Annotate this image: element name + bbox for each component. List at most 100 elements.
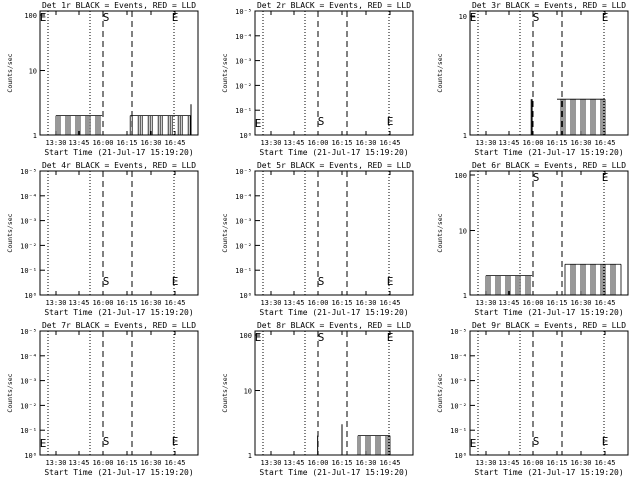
marker-label: E <box>387 275 394 288</box>
y-tick-label: 10⁰ <box>454 452 467 460</box>
x-tick-label: 16:30 <box>570 459 591 467</box>
marker-label: S <box>103 275 110 288</box>
x-tick-label: 13:45 <box>498 299 519 307</box>
plot-frame <box>254 10 414 136</box>
y-tick-label: 10⁻⁴ <box>20 193 37 201</box>
y-tick-label: 10⁻³ <box>20 378 37 386</box>
y-axis-label: Counts/sec <box>6 213 14 252</box>
x-axis-label: Start Time (21-Jul-17 15:19:20) <box>474 148 623 157</box>
y-tick-label: 10⁻³ <box>235 58 252 66</box>
x-tick-label: 13:45 <box>283 139 304 147</box>
x-axis-label: Start Time (21-Jul-17 15:19:20) <box>259 308 408 317</box>
y-axis-label: Counts/sec <box>436 53 444 92</box>
x-tick-label: 13:30 <box>475 299 496 307</box>
chart-title: Det 4r BLACK = Events, RED = LLD <box>42 161 196 170</box>
y-axis-label: Counts/sec <box>221 373 229 412</box>
x-tick-label: 16:15 <box>116 139 137 147</box>
marker-label: S <box>318 115 325 128</box>
plot-frame <box>254 330 414 456</box>
x-tick-label: 13:30 <box>45 459 66 467</box>
y-tick-label: 10⁻¹ <box>20 267 37 275</box>
marker-label: E <box>602 171 609 184</box>
marker-label: E <box>602 435 609 448</box>
y-tick-label: 10⁻² <box>20 242 37 250</box>
x-axis-label: Start Time (21-Jul-17 15:19:20) <box>259 148 408 157</box>
y-tick-label: 10 <box>459 13 467 21</box>
y-tick-label: 10⁻⁴ <box>235 33 252 41</box>
x-axis-label: Start Time (21-Jul-17 15:19:20) <box>44 308 193 317</box>
plot-frame <box>39 170 199 296</box>
y-tick-label: 10⁻⁴ <box>20 353 37 361</box>
x-tick-label: 16:00 <box>307 459 328 467</box>
y-tick-label: 10⁻³ <box>20 218 37 226</box>
x-tick-label: 13:30 <box>475 139 496 147</box>
y-tick-label: 10⁻² <box>450 402 467 410</box>
y-tick-label: 10⁻⁵ <box>20 328 37 336</box>
x-tick-label: 16:45 <box>379 139 400 147</box>
x-tick-label: 13:30 <box>45 299 66 307</box>
chart-title: Det 8r BLACK = Events, RED = LLD <box>257 321 411 330</box>
x-tick-label: 13:45 <box>283 459 304 467</box>
x-tick-label: 13:30 <box>260 139 281 147</box>
y-tick-label: 10⁻⁵ <box>235 8 252 16</box>
y-tick-label: 10⁻³ <box>235 218 252 226</box>
plot-frame <box>39 330 199 456</box>
x-tick-label: 16:45 <box>594 459 615 467</box>
event-series <box>557 98 606 135</box>
x-tick-label: 16:45 <box>594 299 615 307</box>
x-tick-label: 16:00 <box>522 299 543 307</box>
event-series <box>485 275 533 295</box>
x-tick-label: 16:30 <box>355 139 376 147</box>
x-tick-label: 16:00 <box>92 459 113 467</box>
x-tick-label: 16:00 <box>307 139 328 147</box>
marker-label: E <box>172 275 179 288</box>
x-axis-label: Start Time (21-Jul-17 15:19:20) <box>259 468 408 477</box>
x-tick-label: 16:00 <box>307 299 328 307</box>
x-tick-label: 16:15 <box>546 299 567 307</box>
chart-title: Det 5r BLACK = Events, RED = LLD <box>257 161 411 170</box>
x-tick-label: 16:30 <box>140 459 161 467</box>
x-tick-label: 13:45 <box>68 299 89 307</box>
x-tick-label: 16:30 <box>355 459 376 467</box>
y-axis-label: Counts/sec <box>436 373 444 412</box>
y-tick-label: 10⁻² <box>235 82 252 90</box>
y-tick-label: 10⁰ <box>239 132 252 140</box>
y-tick-label: 100 <box>24 12 37 20</box>
x-tick-label: 16:00 <box>92 299 113 307</box>
y-tick-label: 10 <box>29 68 37 76</box>
x-tick-label: 16:15 <box>546 139 567 147</box>
marker-label: E <box>255 117 262 130</box>
x-tick-label: 16:15 <box>116 299 137 307</box>
y-tick-label: 1 <box>463 132 467 140</box>
x-tick-label: 16:00 <box>522 139 543 147</box>
x-tick-label: 16:00 <box>92 139 113 147</box>
y-tick-label: 100 <box>239 332 252 340</box>
y-tick-label: 10⁻² <box>20 402 37 410</box>
marker-label: E <box>172 435 179 448</box>
x-tick-label: 16:15 <box>116 459 137 467</box>
marker-label: E <box>387 115 394 128</box>
chart-title: Det 1r BLACK = Events, RED = LLD <box>42 1 196 10</box>
marker-label: S <box>318 331 325 344</box>
chart-title: Det 3r BLACK = Events, RED = LLD <box>472 1 626 10</box>
marker-label: E <box>387 331 394 344</box>
x-tick-label: 16:15 <box>331 459 352 467</box>
y-tick-label: 1 <box>463 292 467 300</box>
y-tick-label: 10⁻¹ <box>235 267 252 275</box>
y-tick-label: 10⁻¹ <box>450 427 467 435</box>
chart-title: Det 2r BLACK = Events, RED = LLD <box>257 1 411 10</box>
x-tick-label: 13:45 <box>68 459 89 467</box>
y-tick-label: 10⁻¹ <box>235 107 252 115</box>
marker-label: E <box>470 11 477 24</box>
x-tick-label: 16:15 <box>331 139 352 147</box>
y-axis-label: Counts/sec <box>6 373 14 412</box>
marker-label: S <box>533 171 540 184</box>
x-tick-label: 13:30 <box>260 299 281 307</box>
y-tick-label: 1 <box>248 452 252 460</box>
marker-label: S <box>103 435 110 448</box>
x-tick-label: 16:30 <box>140 299 161 307</box>
y-tick-label: 10⁻³ <box>450 378 467 386</box>
x-tick-label: 13:30 <box>260 459 281 467</box>
x-tick-label: 16:15 <box>331 299 352 307</box>
x-axis-label: Start Time (21-Jul-17 15:19:20) <box>44 468 193 477</box>
